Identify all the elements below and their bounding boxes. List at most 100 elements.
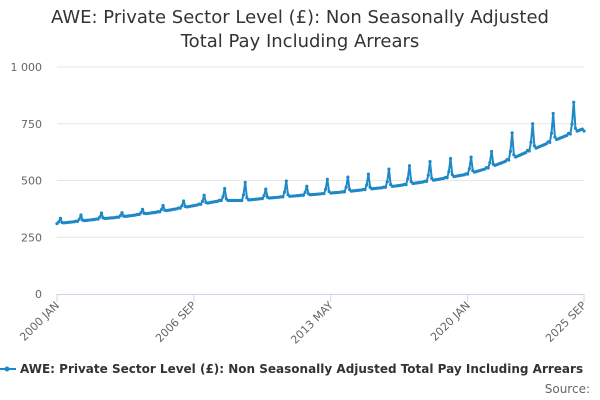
- data-point[interactable]: [568, 132, 572, 136]
- x-tick-label: 2000 JAN: [17, 299, 62, 344]
- y-tick-label: 500: [21, 175, 42, 188]
- x-tick-label: 2013 MAY: [288, 299, 336, 347]
- data-point[interactable]: [240, 198, 244, 203]
- data-point[interactable]: [407, 164, 412, 168]
- chart-title-line-2: Total Pay Including Arrears: [180, 31, 420, 52]
- data-point[interactable]: [466, 172, 470, 176]
- data-point[interactable]: [281, 195, 285, 199]
- data-point[interactable]: [99, 211, 104, 215]
- data-point[interactable]: [182, 199, 186, 203]
- data-point[interactable]: [301, 193, 305, 197]
- data-point[interactable]: [221, 195, 225, 199]
- chart-title-line-1: AWE: Private Sector Level (£): Non Seaso…: [51, 7, 549, 28]
- data-point[interactable]: [445, 176, 449, 180]
- legend[interactable]: AWE: Private Sector Level (£): Non Seaso…: [0, 360, 600, 378]
- data-point[interactable]: [346, 175, 350, 179]
- data-point[interactable]: [551, 111, 555, 116]
- data-point[interactable]: [490, 149, 494, 154]
- data-point[interactable]: [548, 140, 552, 144]
- axes: [56, 294, 585, 302]
- data-point[interactable]: [325, 177, 329, 181]
- data-point[interactable]: [570, 122, 574, 126]
- series-markers: [55, 100, 586, 226]
- grid-lines: [57, 66, 584, 238]
- data-point[interactable]: [447, 170, 451, 174]
- data-point[interactable]: [200, 199, 205, 203]
- data-point[interactable]: [264, 187, 268, 191]
- data-point[interactable]: [284, 179, 288, 183]
- y-tick-label: 0: [35, 288, 42, 301]
- data-point[interactable]: [486, 166, 490, 170]
- data-point[interactable]: [324, 187, 328, 191]
- data-point[interactable]: [387, 167, 391, 171]
- data-point[interactable]: [199, 202, 203, 206]
- data-point[interactable]: [488, 160, 492, 165]
- data-point[interactable]: [202, 193, 206, 197]
- data-point[interactable]: [77, 217, 81, 221]
- x-axis-labels: 2000 JAN 2006 SEP 2013 MAY 2020 JAN 2025 SEP: [17, 299, 589, 347]
- data-point[interactable]: [553, 135, 557, 139]
- data-point[interactable]: [158, 210, 162, 214]
- data-point[interactable]: [507, 158, 511, 162]
- data-point[interactable]: [58, 216, 63, 221]
- data-point[interactable]: [572, 100, 576, 104]
- data-point[interactable]: [573, 126, 578, 130]
- data-point[interactable]: [532, 144, 536, 148]
- data-point[interactable]: [282, 190, 287, 194]
- data-point[interactable]: [510, 131, 514, 135]
- data-point[interactable]: [180, 204, 184, 208]
- data-point[interactable]: [262, 194, 266, 198]
- data-point[interactable]: [223, 186, 227, 191]
- data-point[interactable]: [508, 149, 513, 153]
- data-point[interactable]: [178, 206, 182, 210]
- data-point[interactable]: [140, 207, 145, 211]
- data-point[interactable]: [426, 173, 430, 177]
- data-point[interactable]: [582, 129, 586, 133]
- data-point[interactable]: [365, 183, 369, 187]
- y-axis-labels: 0 250 500 750 1 000: [11, 61, 43, 301]
- x-tick-label: 2006 SEP: [153, 299, 199, 345]
- data-point[interactable]: [161, 203, 165, 208]
- data-point[interactable]: [469, 155, 473, 159]
- data-point[interactable]: [406, 177, 410, 181]
- data-point[interactable]: [241, 193, 246, 197]
- data-point[interactable]: [159, 208, 163, 212]
- y-tick-label: 750: [21, 118, 42, 131]
- data-point[interactable]: [118, 214, 122, 218]
- legend-label: AWE: Private Sector Level (£): Non Seaso…: [20, 362, 584, 376]
- data-point[interactable]: [305, 184, 309, 188]
- data-point[interactable]: [424, 179, 429, 184]
- legend-line-marker-icon: [0, 366, 16, 372]
- data-point[interactable]: [512, 153, 516, 157]
- data-point[interactable]: [428, 160, 432, 164]
- data-point[interactable]: [524, 150, 528, 155]
- data-point[interactable]: [57, 220, 61, 224]
- x-tick-label: 2020 JAN: [428, 299, 473, 344]
- data-point[interactable]: [448, 156, 453, 161]
- data-point[interactable]: [342, 190, 347, 194]
- data-point[interactable]: [549, 131, 554, 135]
- data-point[interactable]: [243, 180, 247, 184]
- data-point[interactable]: [98, 215, 102, 219]
- y-tick-label: 1 000: [11, 61, 43, 74]
- data-point[interactable]: [303, 190, 307, 195]
- data-point[interactable]: [531, 122, 535, 126]
- data-point[interactable]: [467, 167, 471, 171]
- data-point[interactable]: [366, 172, 371, 176]
- data-point[interactable]: [260, 197, 264, 201]
- data-point[interactable]: [529, 140, 533, 144]
- series-layer: [55, 100, 586, 226]
- data-point[interactable]: [385, 180, 389, 184]
- data-point[interactable]: [322, 192, 326, 196]
- data-point[interactable]: [219, 198, 223, 203]
- data-point[interactable]: [527, 149, 531, 153]
- data-point[interactable]: [404, 182, 408, 187]
- data-point[interactable]: [363, 187, 367, 192]
- data-point[interactable]: [139, 211, 143, 215]
- data-point[interactable]: [344, 185, 348, 189]
- data-point[interactable]: [79, 213, 83, 217]
- source-credit: Source:: [544, 382, 590, 396]
- data-point[interactable]: [120, 211, 124, 215]
- data-point[interactable]: [383, 185, 388, 189]
